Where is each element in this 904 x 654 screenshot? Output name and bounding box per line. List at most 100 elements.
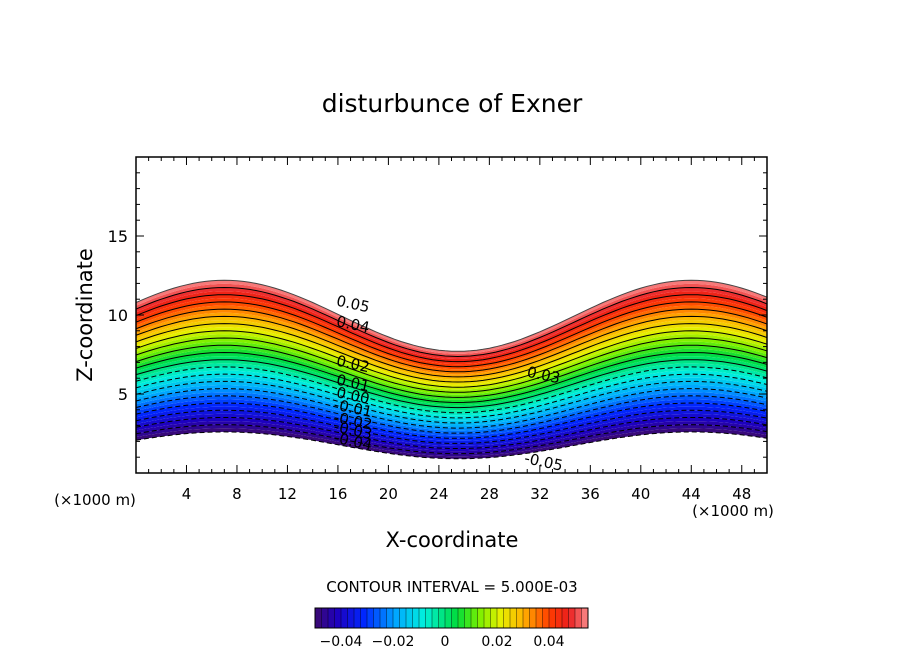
colorbar-swatch <box>353 607 362 629</box>
contour-line-13 <box>136 337 767 393</box>
contour-band-1 <box>136 424 767 457</box>
contour-band-15 <box>136 374 767 421</box>
colorbar-swatch <box>373 607 381 629</box>
colorbar-tick-label: 0.04 <box>533 634 564 650</box>
contour-line-0 <box>136 431 767 460</box>
colorbar-swatch <box>561 607 570 629</box>
x-unit-right: (×1000 m) <box>692 502 774 520</box>
x-tick-label: 8 <box>232 485 242 503</box>
x-unit-left: (×1000 m) <box>54 491 136 509</box>
contour-band-4 <box>136 413 767 449</box>
y-tick-label: 5 <box>118 385 128 404</box>
y-axis-label: Z-coordinate <box>73 248 97 382</box>
x-tick-label: 16 <box>328 485 347 503</box>
contour-label: -0.05 <box>523 449 565 475</box>
contour-line-19 <box>136 294 767 363</box>
contour-band-25 <box>136 338 767 395</box>
contour-line-16 <box>136 315 767 378</box>
contour-line-6 <box>136 388 767 429</box>
contour-band-19 <box>136 359 767 411</box>
colorbar-swatch <box>314 607 323 629</box>
contour-line-1 <box>136 424 767 455</box>
contour-band-21 <box>136 352 767 406</box>
contour-line-17 <box>136 308 767 373</box>
x-tick-label: 40 <box>631 485 650 503</box>
colorbar-tick-label: 0.02 <box>481 634 512 650</box>
contour-line-11 <box>136 351 767 404</box>
colorbar-swatch <box>509 607 518 629</box>
colorbar-swatch <box>574 607 583 629</box>
x-tick-label: 36 <box>581 485 600 503</box>
colorbar-swatch <box>496 607 505 629</box>
axis-ticks <box>135 156 768 474</box>
colorbar-frame <box>314 607 589 629</box>
contour-line-12 <box>136 344 767 398</box>
x-tick-label: 20 <box>379 485 398 503</box>
contour-line-7 <box>136 380 767 424</box>
colorbar-swatch <box>340 607 349 629</box>
contour-band-14 <box>136 377 767 423</box>
colorbar-tick-label: −0.02 <box>372 634 415 650</box>
contour-line-8 <box>136 373 767 419</box>
colorbar-swatch <box>516 607 524 629</box>
contour-line-20 <box>136 286 767 358</box>
contour-band-6 <box>136 406 767 444</box>
contour-line-4 <box>136 402 767 439</box>
contour-band-7 <box>136 403 767 441</box>
colorbar-swatch <box>581 607 589 629</box>
y-tick-labels: 5 10 15 <box>108 227 128 404</box>
contour-line-10 <box>136 359 767 409</box>
contour-line-14 <box>136 330 767 388</box>
colorbar-swatch <box>360 607 368 629</box>
contour-band-17 <box>136 366 767 416</box>
contour-band-23 <box>136 345 767 400</box>
contour-band-5 <box>136 410 767 446</box>
colorbar-swatch <box>451 607 459 629</box>
colorbar-tick-label: 0 <box>441 634 450 650</box>
x-tick-label: 24 <box>429 485 448 503</box>
colorbar-swatch <box>405 607 414 629</box>
colorbar-swatch <box>568 607 576 629</box>
contour-band-9 <box>136 395 767 436</box>
colorbar-swatch <box>483 607 492 629</box>
contour-band-2 <box>136 421 767 454</box>
x-tick-label: 32 <box>530 485 549 503</box>
contour-line-21 <box>136 279 767 352</box>
colorbar-swatch <box>321 607 329 629</box>
colorbar-labels: −0.04 −0.02 0 0.02 0.04 <box>320 634 565 650</box>
x-axis-label: X-coordinate <box>386 528 519 552</box>
x-tick-label: 28 <box>480 485 499 503</box>
colorbar-swatch <box>535 607 544 629</box>
colorbar-swatch <box>386 607 394 629</box>
colorbar-swatch <box>464 607 472 629</box>
colorbar-swatch <box>399 607 407 629</box>
y-tick-label: 10 <box>108 306 128 325</box>
colorbar-swatch <box>555 607 563 629</box>
contour-line-15 <box>136 323 767 383</box>
contour-band-12 <box>136 385 767 429</box>
contour-band-3 <box>136 417 767 452</box>
colorbar-swatch <box>444 607 453 629</box>
contour-band-18 <box>136 363 767 413</box>
contour-band-16 <box>136 370 767 418</box>
colorbar-tick-label: −0.04 <box>320 634 363 650</box>
contour-line-18 <box>136 301 767 368</box>
x-tick-label: 12 <box>278 485 297 503</box>
colorbar-swatch <box>438 607 446 629</box>
colorbar-swatch <box>548 607 557 629</box>
contour-line-layer <box>136 279 767 460</box>
colorbar-swatch <box>379 607 388 629</box>
colorbar <box>314 607 589 629</box>
colorbar-swatch <box>503 607 511 629</box>
contour-band-27 <box>136 330 767 390</box>
colorbar-swatch <box>418 607 427 629</box>
x-tick-label: 4 <box>182 485 192 503</box>
x-tick-labels: 4 8 12 16 20 24 28 32 36 40 44 48 <box>182 485 752 503</box>
colorbar-swatch <box>529 607 537 629</box>
colorbar-swatch <box>334 607 342 629</box>
contour-band-11 <box>136 388 767 431</box>
y-tick-label: 15 <box>108 227 128 246</box>
colorbar-swatch <box>327 607 336 629</box>
x-tick-label: 48 <box>732 485 751 503</box>
